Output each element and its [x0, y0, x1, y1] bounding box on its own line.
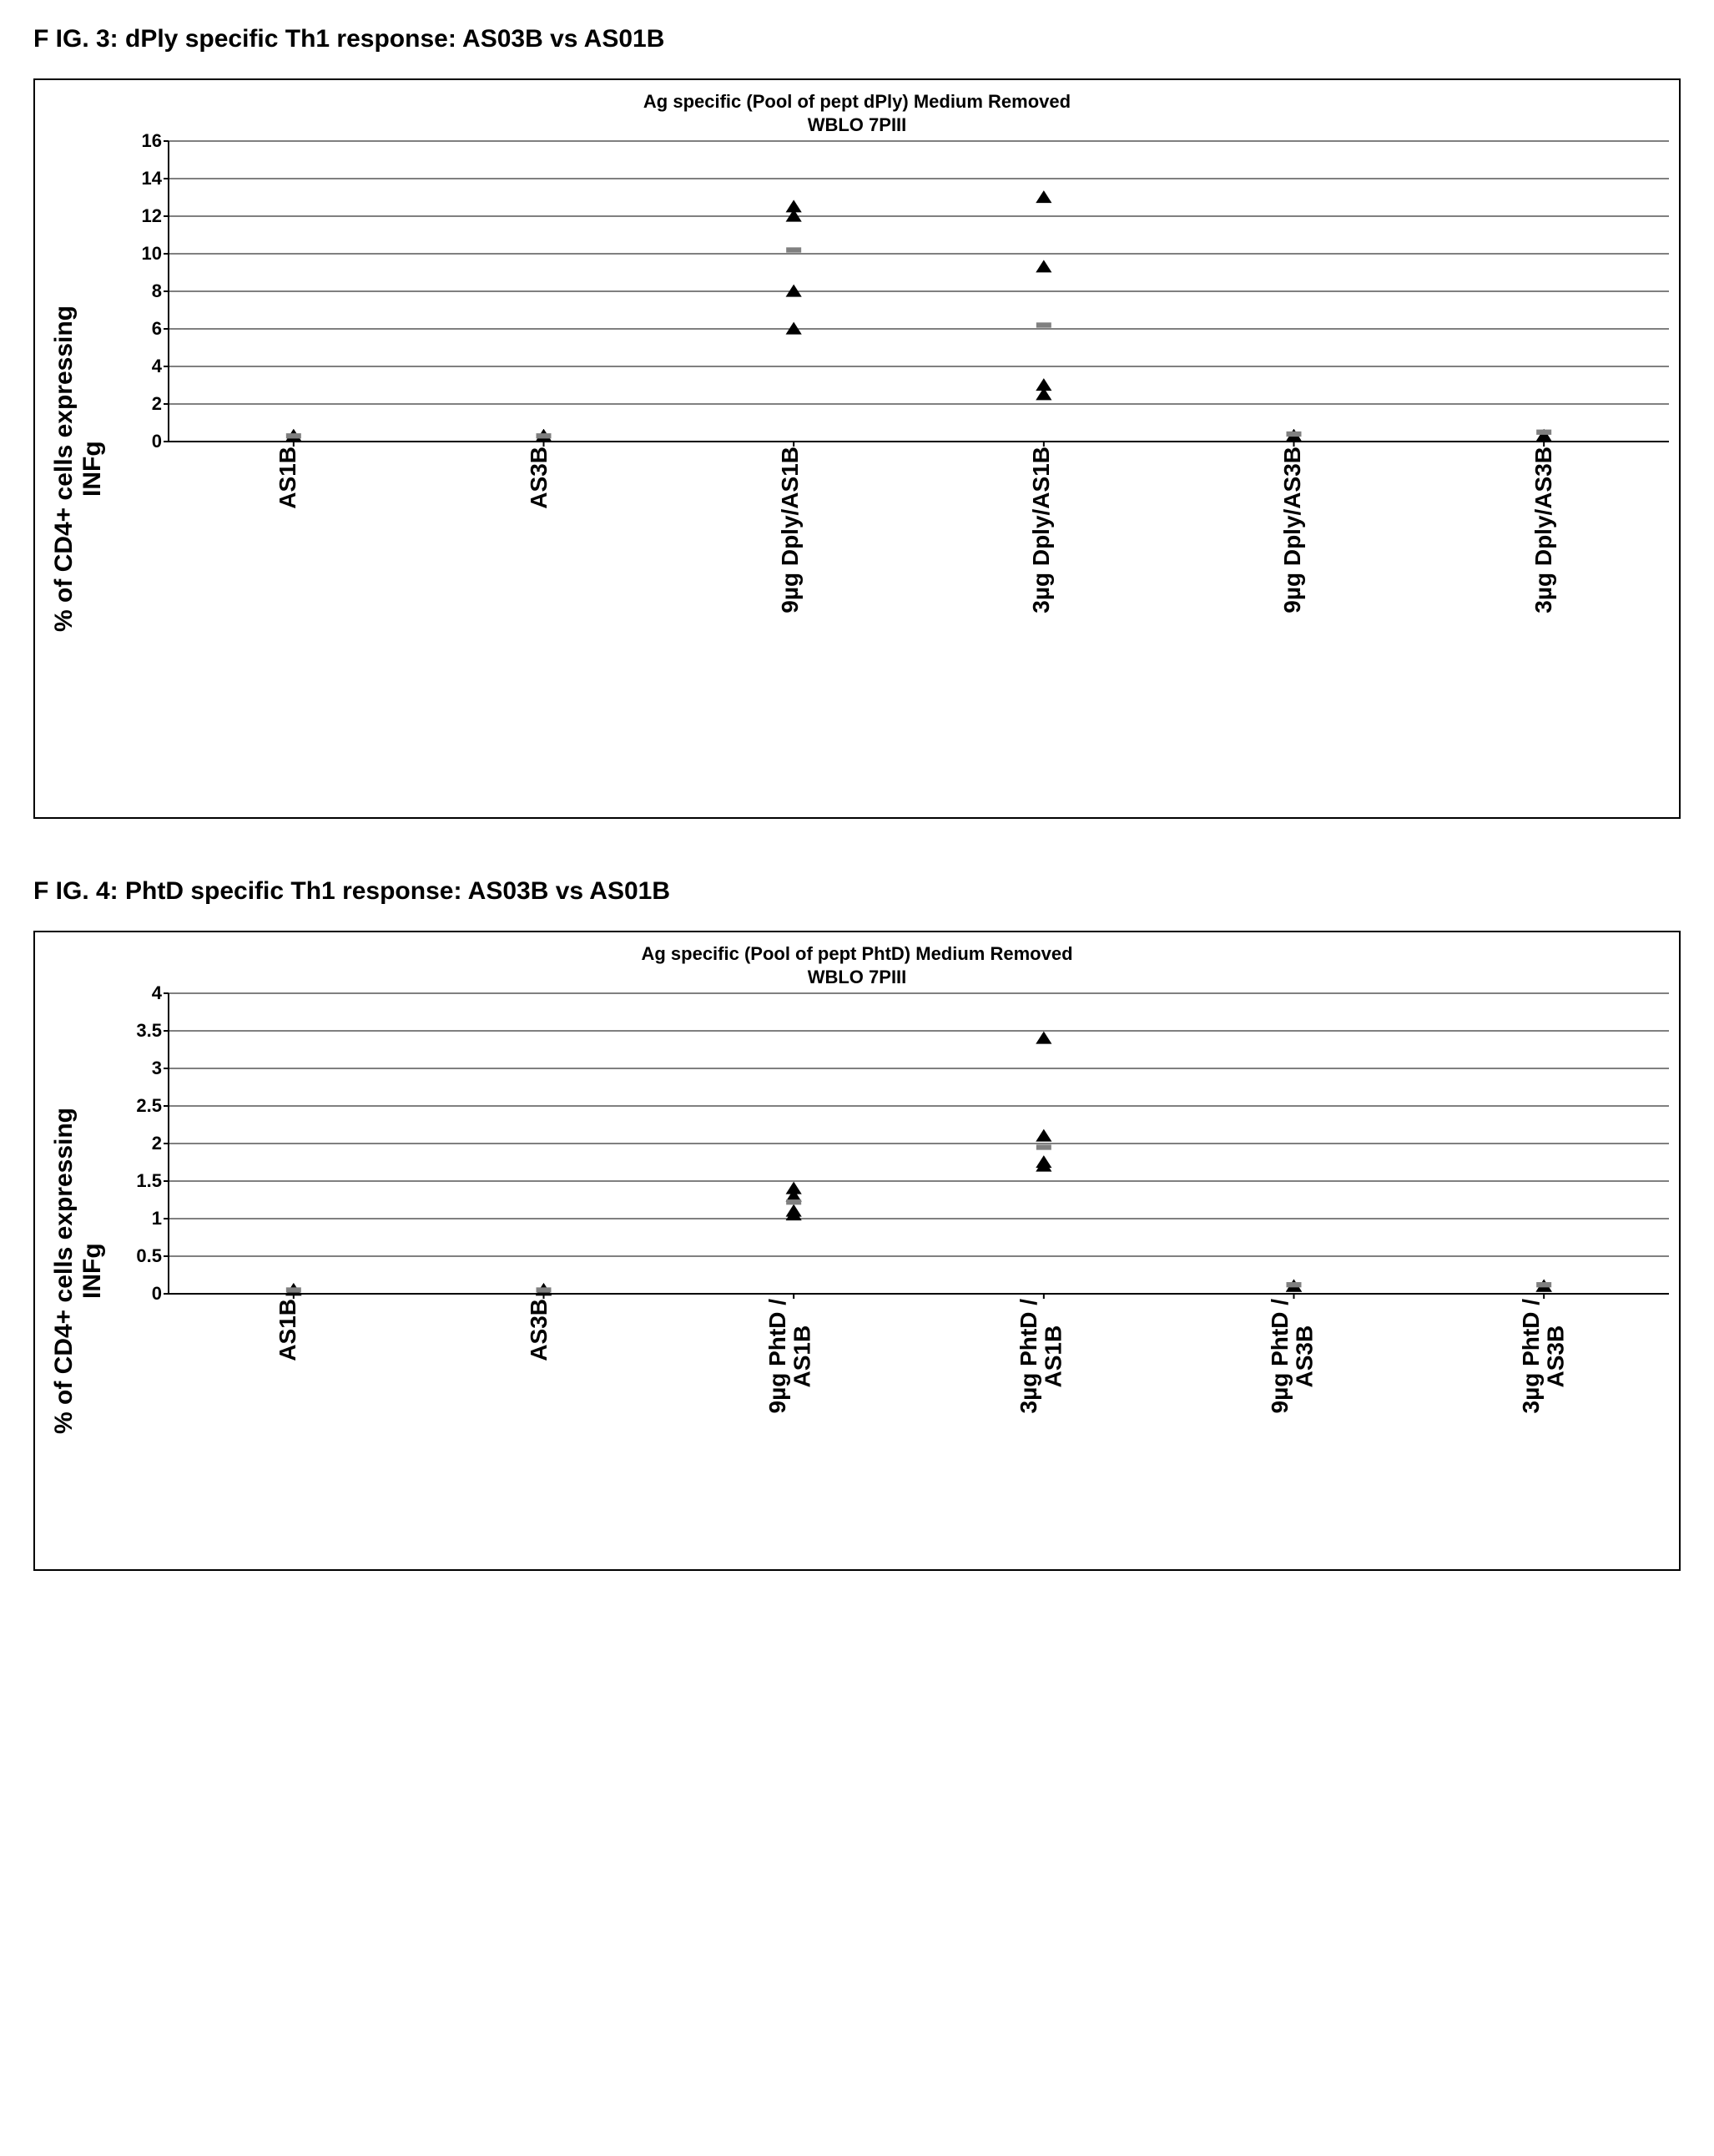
xtick-label: 9µg Dply/AS3B [1280, 447, 1304, 613]
xtick-label: 9µg PhtD /AS3B [1268, 1299, 1317, 1413]
fig3-xticks: AS1B AS3B 9µg Dply/AS1B 3µg Dply/AS1B 9µg Dp… [162, 447, 1669, 797]
ytick-label: 4 [152, 357, 162, 376]
fig4-chart-frame: Ag specific (Pool of pept PhtD) Medium R… [33, 931, 1681, 1571]
fig3-plot-row: 1614121086420 [112, 141, 1669, 442]
ytick-label: 2.5 [136, 1097, 162, 1115]
fig4-ylabel: % of CD4+ cells expressing INFg [45, 993, 112, 1549]
fig3-title-line1: Ag specific (Pool of pept dPly) Medium R… [643, 91, 1071, 112]
fig3-title-line2: WBLO 7PIII [808, 114, 907, 135]
fig4-plot-row: 43.532.521.510.50 [112, 993, 1669, 1294]
xtick: 9µg PhtD /AS1B [664, 1299, 915, 1549]
xtick-label: AS1B [275, 447, 300, 509]
xtick-label: 3µg Dply/AS1B [1029, 447, 1053, 613]
xtick-label: 3µg PhtD /AS1B [1016, 1299, 1066, 1413]
ytick-label: 16 [142, 132, 162, 150]
ytick-label: 3 [152, 1059, 162, 1078]
fig4-xrow: AS1B AS3B 9µg PhtD /AS1B 3µg PhtD /AS1B 9µg … [112, 1299, 1669, 1549]
xtick-label: AS3B [527, 1299, 551, 1361]
fig4-chart-body: % of CD4+ cells expressing INFg 43.532.5… [45, 993, 1669, 1549]
xtick: 9µg PhtD /AS3B [1167, 1299, 1418, 1549]
xtick: 3µg PhtD /AS1B [915, 1299, 1167, 1549]
fig3-plot-column: 1614121086420 AS1BAS3B9µg Dply/AS1B3µg D… [112, 141, 1669, 797]
ytick-label: 8 [152, 282, 162, 300]
ytick-label: 4 [152, 984, 162, 1002]
xtick-label: 3µg Dply/AS3B [1531, 447, 1555, 613]
fig3-yticks: 1614121086420 [112, 141, 169, 442]
xtick: AS3B [413, 1299, 664, 1549]
xtick: AS1B [162, 447, 413, 797]
fig4-plot-canvas [169, 993, 1669, 1294]
xtick-label: AS1B [275, 1299, 300, 1361]
fig3-ylabel: % of CD4+ cells expressing INFg [45, 141, 112, 797]
fig4-plot-column: 43.532.521.510.50 AS1BAS3B9µg PhtD /AS1B… [112, 993, 1669, 1549]
ytick-label: 0 [152, 1285, 162, 1303]
ytick-label: 12 [142, 207, 162, 225]
ytick-label: 6 [152, 320, 162, 338]
fig3-plot-canvas [169, 141, 1669, 442]
ytick-label: 1.5 [136, 1172, 162, 1190]
fig4-caption: F IG. 4: PhtD specific Th1 response: AS0… [33, 877, 1681, 906]
xtick: 3µg PhtD /AS3B [1418, 1299, 1669, 1549]
fig3-ylabel-line2: INFg [78, 442, 106, 497]
xtick: 3µg Dply/AS3B [1418, 447, 1669, 797]
xtick: AS1B [162, 1299, 413, 1549]
ytick-label: 0.5 [136, 1247, 162, 1265]
xtick-label: 9µg Dply/AS1B [778, 447, 802, 613]
fig3-chart-title: Ag specific (Pool of pept dPly) Medium R… [45, 90, 1669, 136]
ytick-label: 1 [152, 1209, 162, 1228]
ytick-label: 3.5 [136, 1022, 162, 1040]
fig4-xticks: AS1B AS3B 9µg PhtD /AS1B 3µg PhtD /AS1B 9µg … [162, 1299, 1669, 1549]
ytick-label: 0 [152, 432, 162, 451]
xtick-label: 9µg PhtD /AS1B [765, 1299, 814, 1413]
xtick: 9µg Dply/AS1B [664, 447, 915, 797]
fig3-xrow: AS1B AS3B 9µg Dply/AS1B 3µg Dply/AS1B 9µg Dp… [112, 447, 1669, 797]
fig4-title-line1: Ag specific (Pool of pept PhtD) Medium R… [641, 943, 1072, 964]
xtick: 3µg Dply/AS1B [915, 447, 1167, 797]
fig4-ylabel-line2: INFg [78, 1244, 106, 1300]
fig3-caption: F IG. 3: dPly specific Th1 response: AS0… [33, 25, 1681, 53]
ytick-label: 10 [142, 245, 162, 263]
fig3-ylabel-line1: % of CD4+ cells expressing [50, 306, 78, 633]
fig4-title-line2: WBLO 7PIII [808, 967, 907, 987]
xtick: 9µg Dply/AS3B [1167, 447, 1418, 797]
xtick-label: AS3B [527, 447, 551, 509]
fig3-chart-body: % of CD4+ cells expressing INFg 16141210… [45, 141, 1669, 797]
ytick-label: 2 [152, 395, 162, 413]
ytick-label: 14 [142, 169, 162, 188]
xtick: AS3B [413, 447, 664, 797]
ytick-label: 2 [152, 1134, 162, 1153]
fig3-chart-frame: Ag specific (Pool of pept dPly) Medium R… [33, 78, 1681, 819]
fig4-chart-title: Ag specific (Pool of pept PhtD) Medium R… [45, 942, 1669, 988]
fig4-yticks: 43.532.521.510.50 [112, 993, 169, 1294]
fig4-ylabel-line1: % of CD4+ cells expressing [50, 1108, 78, 1435]
xtick-label: 3µg PhtD /AS3B [1519, 1299, 1568, 1413]
